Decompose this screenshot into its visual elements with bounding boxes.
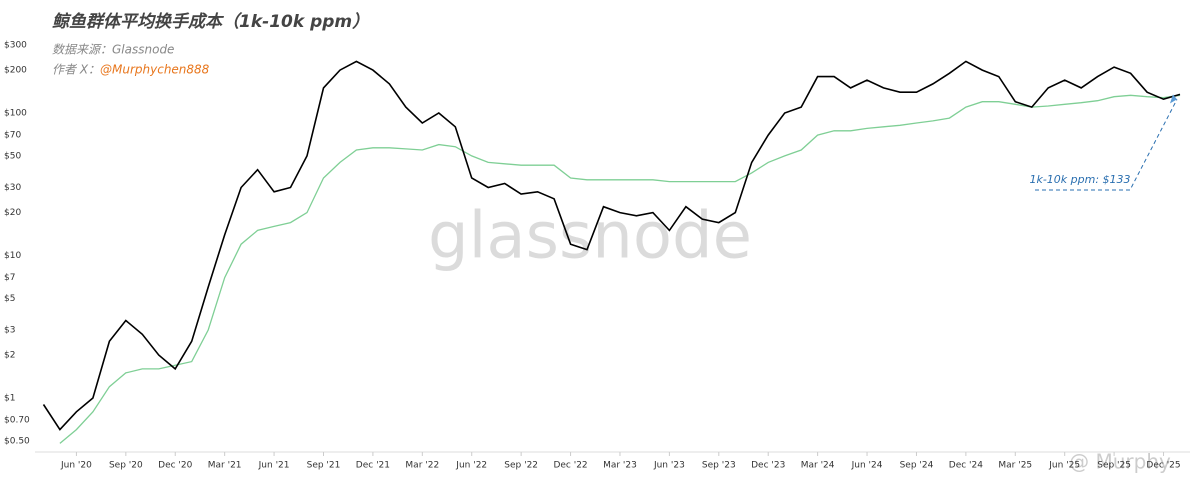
y-tick-label: $3 — [4, 326, 15, 336]
chart-title: 鲸鱼群体平均换手成本（1k-10k ppm） — [52, 12, 369, 32]
y-tick-label: $70 — [4, 131, 21, 141]
x-tick-label: Dec '25 — [1146, 461, 1180, 471]
x-tick-label: Dec '23 — [751, 461, 785, 471]
x-tick-label: Mar '24 — [801, 461, 835, 471]
y-tick-label: $300 — [4, 40, 27, 50]
x-tick-label: Jun '22 — [455, 461, 487, 471]
x-tick-label: Sep '21 — [307, 461, 341, 471]
y-tick-label: $5 — [4, 294, 15, 304]
x-tick-label: Jun '24 — [851, 461, 883, 471]
x-tick-label: Mar '25 — [998, 461, 1032, 471]
author-label: 作者 X： — [52, 63, 100, 77]
y-tick-label: $0.50 — [4, 436, 30, 446]
y-tick-label: $10 — [4, 251, 21, 261]
x-tick-label: Sep '20 — [109, 461, 143, 471]
y-tick-label: $30 — [4, 183, 21, 193]
x-tick-label: Mar '21 — [208, 461, 242, 471]
x-tick-label: Jun '23 — [653, 461, 685, 471]
y-tick-label: $20 — [4, 208, 21, 218]
x-tick-label: Sep '23 — [702, 461, 736, 471]
x-tick-label: Dec '24 — [949, 461, 983, 471]
x-tick-label: Sep '22 — [504, 461, 538, 471]
author: @Murphychen888 — [100, 63, 210, 77]
line — [42, 60, 1181, 431]
x-tick-label: Sep '24 — [900, 461, 934, 471]
line — [59, 94, 1181, 444]
y-tick-label: $100 — [4, 108, 27, 118]
y-tick-label: $1 — [4, 393, 15, 403]
y-tick-label: $2 — [4, 351, 15, 361]
y-tick-label: $200 — [4, 66, 27, 76]
source: 数据来源：Glassnode — [52, 43, 174, 57]
y-tick-label: $0.70 — [4, 416, 30, 426]
x-tick-label: Jun '21 — [258, 461, 290, 471]
x-tick-label: Mar '23 — [603, 461, 637, 471]
watermark: @ Murphy — [1069, 450, 1171, 474]
watermark: glassnode — [428, 200, 752, 274]
x-tick-label: Dec '20 — [158, 461, 192, 471]
y-tick-label: $7 — [4, 273, 15, 283]
annotation: 1k-10k ppm: $133 — [1029, 173, 1130, 186]
x-tick-label: Dec '22 — [553, 461, 587, 471]
x-tick-label: Jun '25 — [1048, 461, 1080, 471]
x-tick-label: Mar '22 — [405, 461, 439, 471]
x-tick-label: Dec '21 — [356, 461, 390, 471]
x-tick-label: Jun '20 — [60, 461, 92, 471]
arrow-head — [1170, 94, 1177, 104]
x-tick-label: Sep '25 — [1097, 461, 1131, 471]
annotation-arrow — [1035, 99, 1178, 191]
y-tick-label: $50 — [4, 151, 21, 161]
